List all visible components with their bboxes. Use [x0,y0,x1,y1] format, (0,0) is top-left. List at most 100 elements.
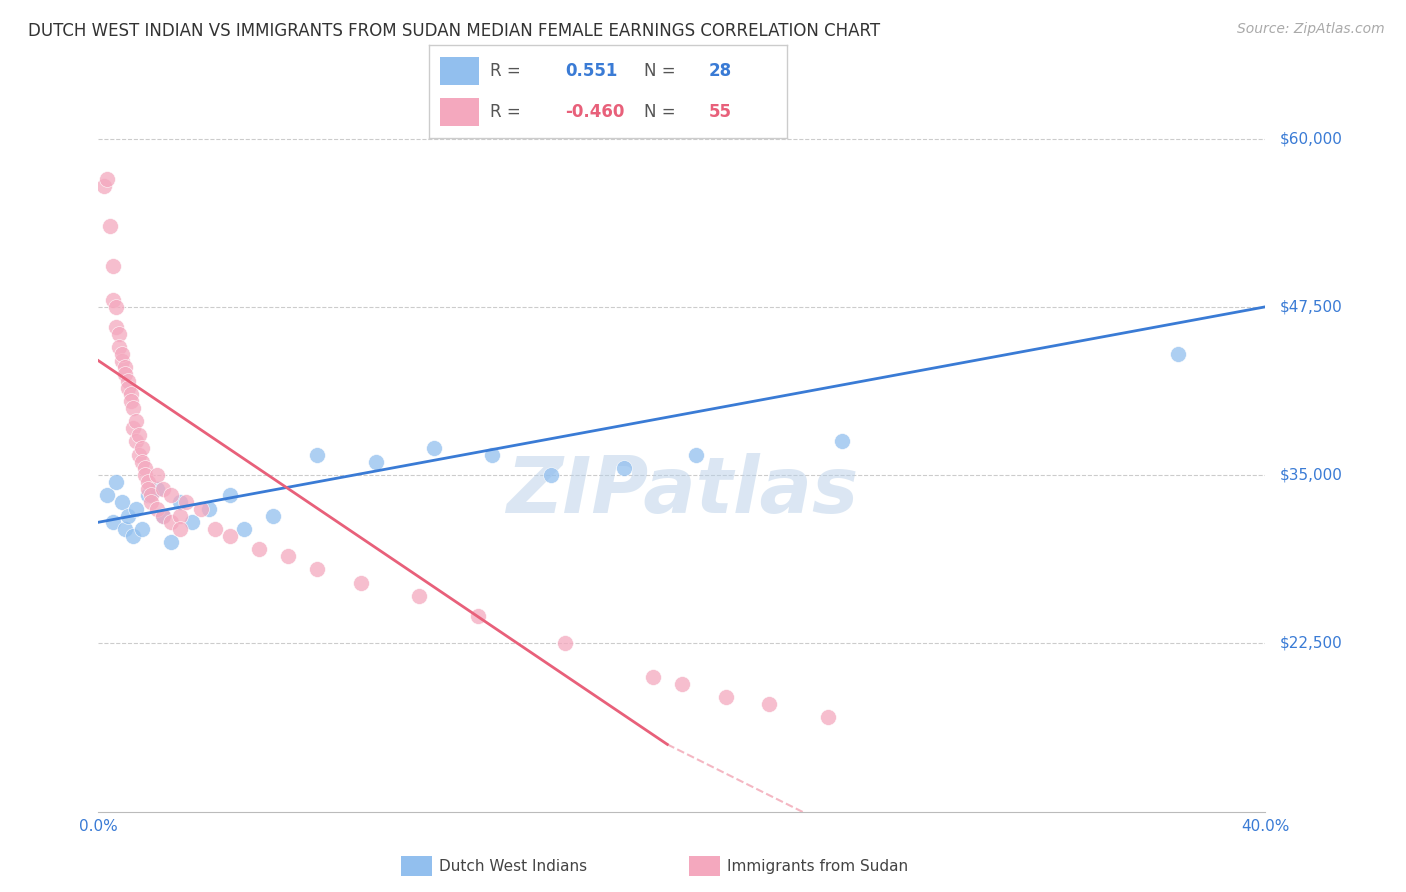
Point [641,670,664,684]
Point [120,387,142,401]
Point [146,468,169,483]
Point [125,501,148,516]
Text: DUTCH WEST INDIAN VS IMMIGRANTS FROM SUDAN MEDIAN FEMALE EARNINGS CORRELATION CH: DUTCH WEST INDIAN VS IMMIGRANTS FROM SUD… [28,22,880,40]
Point [169,508,191,523]
Point [96,488,118,502]
Point [423,441,446,455]
Point [190,501,212,516]
Point [139,488,162,502]
Point [114,360,136,375]
Point [467,609,489,624]
Point [146,501,169,516]
Point [307,562,329,576]
Text: R =: R = [489,62,520,79]
Point [104,475,127,489]
Point [160,488,183,502]
Point [714,690,737,705]
Point [136,475,159,489]
Point [408,589,430,603]
Point [120,394,142,409]
Point [101,260,124,274]
Point [117,381,139,395]
Point [134,468,156,483]
Point [104,320,127,334]
Point [247,542,270,557]
Point [146,482,169,496]
Point [108,326,131,341]
Point [131,455,153,469]
Point [262,508,284,523]
Point [131,441,153,455]
Point [131,522,153,536]
Point [180,515,202,529]
Point [160,535,183,549]
Point [481,448,503,462]
Point [350,575,373,590]
Point [218,529,240,543]
Text: 0.551: 0.551 [565,62,617,79]
Point [117,508,139,523]
Point [122,529,145,543]
Point [114,522,136,536]
Point [277,549,299,563]
Point [758,697,780,711]
Point [160,515,183,529]
Text: -0.460: -0.460 [565,103,624,121]
Point [1167,347,1189,361]
Point [152,508,174,523]
Point [198,501,221,516]
Text: 55: 55 [709,103,731,121]
Text: Source: ZipAtlas.com: Source: ZipAtlas.com [1237,22,1385,37]
Point [364,455,387,469]
Point [104,300,127,314]
Point [114,367,136,381]
Point [111,353,134,368]
Point [111,495,134,509]
Point [122,401,145,415]
Point [169,495,191,509]
Point [136,482,159,496]
Point [108,340,131,354]
Point [307,448,329,462]
Point [128,448,150,462]
Point [98,219,121,233]
Point [117,374,139,388]
Point [540,468,562,483]
Text: Dutch West Indians: Dutch West Indians [439,859,586,873]
Text: N =: N = [644,62,675,79]
Point [218,488,240,502]
Point [101,515,124,529]
Point [101,293,124,307]
Point [169,522,191,536]
Point [685,448,707,462]
Point [122,421,145,435]
Point [128,427,150,442]
Point [93,178,115,193]
Text: N =: N = [644,103,675,121]
Point [817,710,839,724]
Text: 28: 28 [709,62,731,79]
Point [612,461,634,475]
Text: R =: R = [489,103,520,121]
Point [125,434,148,449]
Point [831,434,853,449]
FancyBboxPatch shape [440,57,479,85]
Point [152,482,174,496]
Text: $47,500: $47,500 [1279,300,1343,314]
Text: $60,000: $60,000 [1279,131,1343,146]
Text: ZIPatlas: ZIPatlas [506,452,858,529]
Point [125,414,148,428]
Point [111,347,134,361]
Point [233,522,256,536]
Point [96,172,118,186]
FancyBboxPatch shape [440,98,479,126]
Point [134,461,156,475]
Point [174,495,197,509]
Text: $22,500: $22,500 [1279,636,1343,651]
Point [139,495,162,509]
Point [152,508,174,523]
Point [136,488,159,502]
Point [204,522,226,536]
Text: Immigrants from Sudan: Immigrants from Sudan [727,859,908,873]
Point [554,636,576,650]
